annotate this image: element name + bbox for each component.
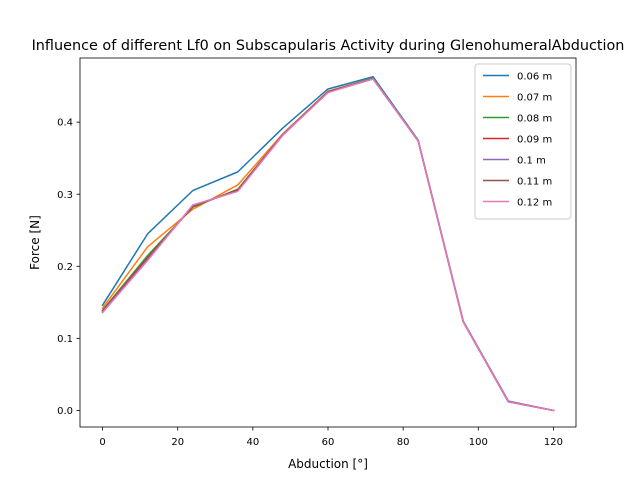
legend-label-0: 0.06 m (517, 72, 552, 83)
x-tick-label: 100 (469, 437, 488, 448)
series-layer (101, 75, 555, 412)
x-tick-label: 80 (397, 437, 410, 448)
legend: 0.06 m 0.07 m 0.08 m 0.09 m 0.1 m 0.11 m 0.12 … (474, 63, 572, 220)
chart-title: Influence of different Lf0 on Subscapula… (32, 38, 625, 54)
legend-label-3: 0.09 m (517, 135, 552, 146)
y-axis-label: Force [N] (28, 215, 42, 270)
y-tick-label: 0.4 (57, 118, 73, 129)
x-tick-label: 60 (322, 437, 335, 448)
x-tick-label: 20 (171, 437, 184, 448)
legend-label-4: 0.1 m (517, 156, 546, 167)
legend-label-6: 0.12 m (517, 198, 552, 209)
y-axis: 0.0 0.1 0.2 0.3 0.4 (57, 118, 80, 417)
legend-label-5: 0.11 m (517, 177, 552, 188)
x-axis: 0 20 40 60 80 100 120 (99, 427, 563, 448)
y-tick-label: 0.2 (57, 262, 73, 273)
legend-label-2: 0.08 m (517, 114, 552, 125)
x-axis-label: Abduction [°] (288, 457, 368, 471)
x-tick-label: 40 (246, 437, 259, 448)
x-tick-label: 120 (544, 437, 563, 448)
x-tick-label: 0 (99, 437, 105, 448)
y-tick-label: 0.3 (57, 190, 73, 201)
plot-frame (79, 57, 577, 428)
y-tick-label: 0.1 (57, 334, 73, 345)
legend-label-1: 0.07 m (517, 93, 552, 104)
y-tick-label: 0.0 (57, 406, 73, 417)
series-line-6 (101, 78, 555, 412)
